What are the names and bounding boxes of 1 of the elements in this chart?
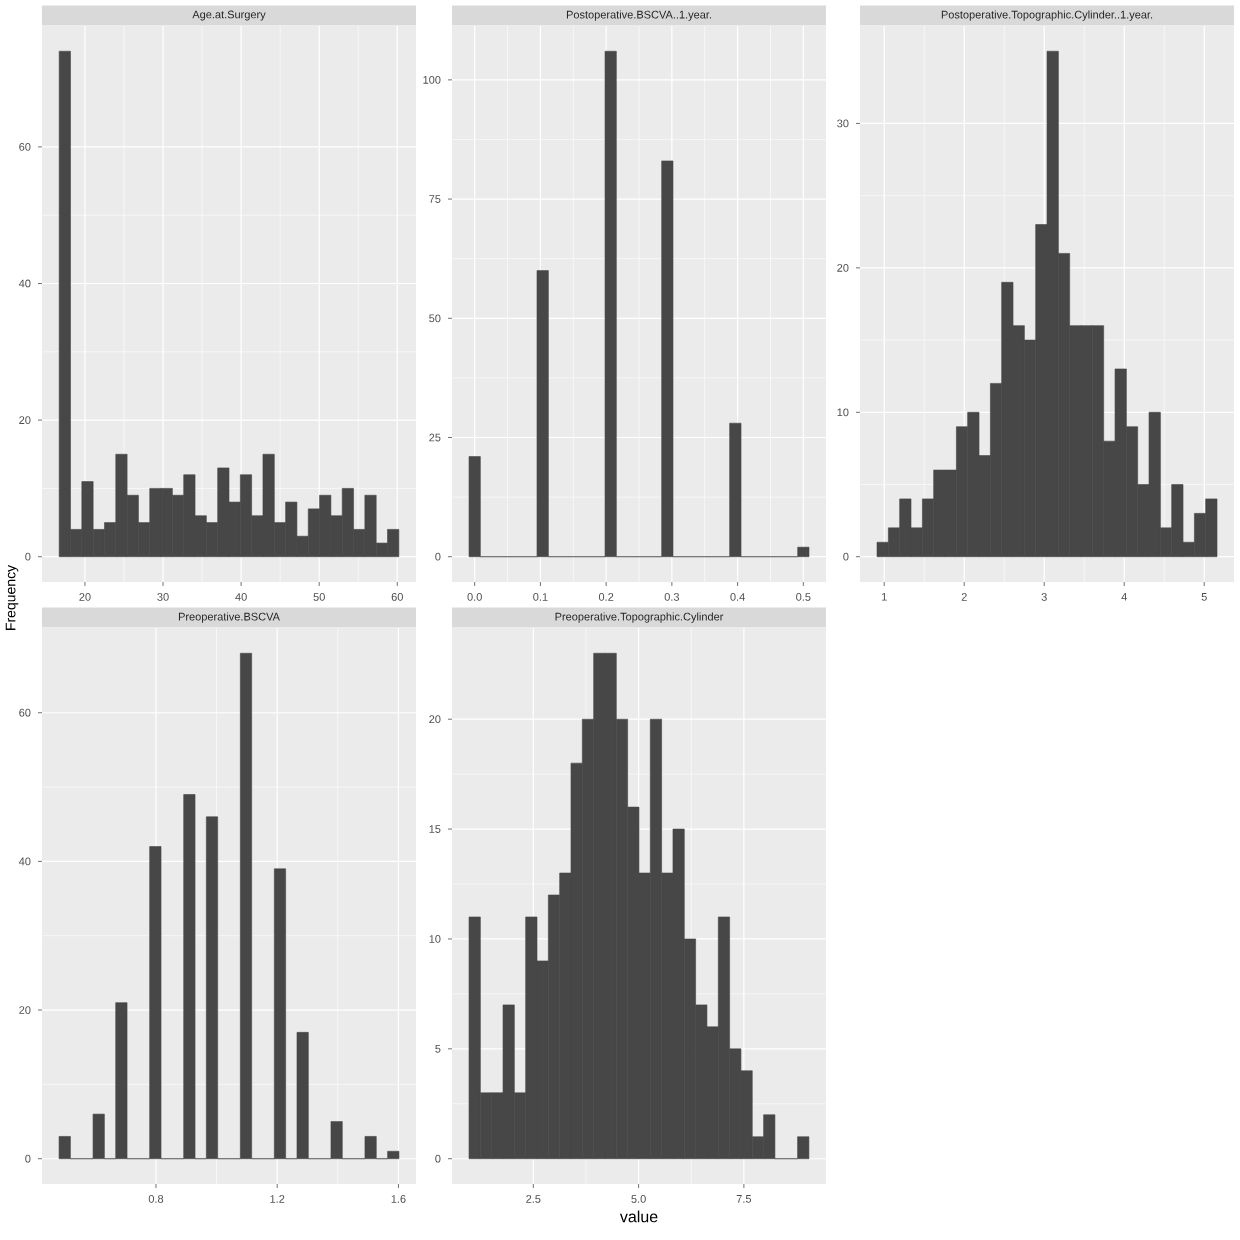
x-axis-title: value — [619, 1210, 658, 1223]
